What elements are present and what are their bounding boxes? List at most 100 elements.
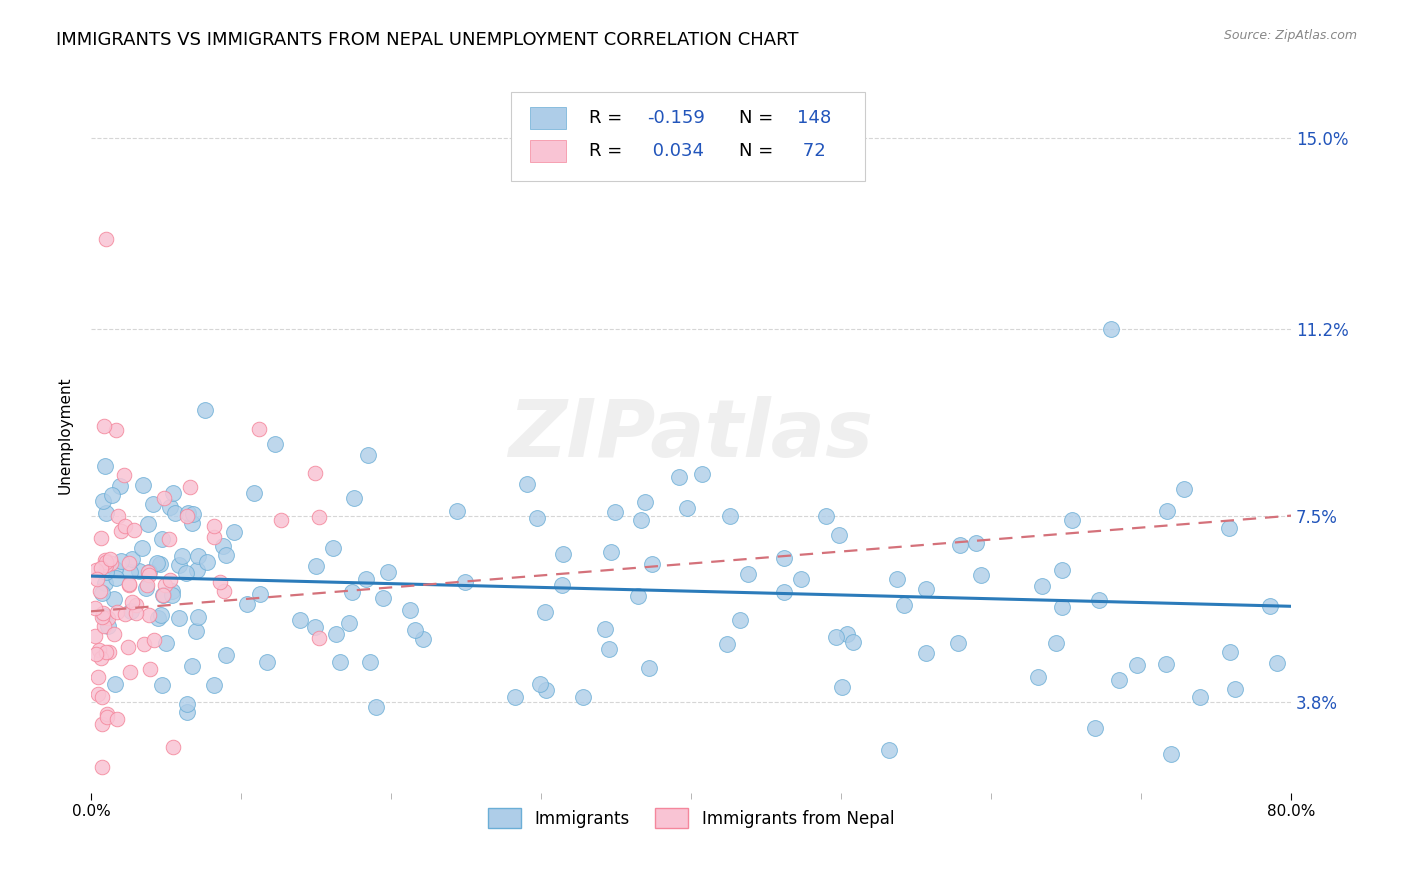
- Point: [1045, 636, 1067, 650]
- Point: [946, 636, 969, 650]
- Point: [627, 589, 650, 603]
- Point: [329, 655, 352, 669]
- Point: [91, 760, 114, 774]
- Point: [404, 623, 426, 637]
- Point: [150, 678, 173, 692]
- Point: [169, 558, 191, 573]
- Point: [118, 577, 141, 591]
- Point: [98, 552, 121, 566]
- Point: [716, 637, 738, 651]
- Point: [572, 690, 595, 704]
- Point: [162, 486, 184, 500]
- Point: [91, 494, 114, 508]
- Point: [304, 620, 326, 634]
- Point: [1126, 657, 1149, 672]
- Point: [146, 557, 169, 571]
- Point: [359, 655, 381, 669]
- Point: [325, 627, 347, 641]
- Point: [263, 437, 285, 451]
- Point: [357, 448, 380, 462]
- Point: [209, 575, 232, 590]
- Point: [142, 633, 165, 648]
- Point: [256, 655, 278, 669]
- Text: IMMIGRANTS VS IMMIGRANTS FROM NEPAL UNEMPLOYMENT CORRELATION CHART: IMMIGRANTS VS IMMIGRANTS FROM NEPAL UNEM…: [56, 31, 799, 49]
- Point: [132, 478, 155, 492]
- Point: [100, 556, 122, 570]
- Point: [107, 508, 129, 523]
- Point: [117, 640, 139, 654]
- Point: [211, 539, 233, 553]
- Point: [637, 661, 659, 675]
- Point: [110, 554, 132, 568]
- Point: [150, 532, 173, 546]
- Point: [886, 572, 908, 586]
- Point: [152, 588, 174, 602]
- Point: [89, 583, 111, 598]
- Point: [167, 611, 190, 625]
- Point: [598, 642, 620, 657]
- Point: [453, 574, 475, 589]
- Point: [593, 622, 616, 636]
- Point: [179, 480, 201, 494]
- Point: [84, 629, 107, 643]
- Point: [308, 631, 330, 645]
- Point: [343, 491, 366, 505]
- Point: [155, 636, 177, 650]
- Point: [120, 665, 142, 679]
- Point: [96, 555, 118, 569]
- Point: [235, 598, 257, 612]
- Point: [181, 516, 204, 530]
- Point: [186, 564, 208, 578]
- Point: [215, 648, 238, 662]
- Point: [181, 507, 204, 521]
- Point: [122, 523, 145, 537]
- Point: [526, 511, 548, 525]
- Point: [202, 678, 225, 692]
- Point: [914, 646, 936, 660]
- Point: [105, 606, 128, 620]
- Point: [91, 610, 114, 624]
- Point: [630, 513, 652, 527]
- Point: [120, 566, 142, 580]
- Point: [1050, 563, 1073, 577]
- Point: [789, 572, 811, 586]
- Point: [136, 565, 159, 579]
- Point: [136, 577, 159, 591]
- Point: [814, 509, 837, 524]
- Point: [668, 469, 690, 483]
- Point: [114, 519, 136, 533]
- Point: [1084, 721, 1107, 735]
- Point: [516, 477, 538, 491]
- Point: [194, 403, 217, 417]
- Point: [100, 488, 122, 502]
- Point: [120, 604, 142, 618]
- Point: [138, 608, 160, 623]
- Text: ZIPatlas: ZIPatlas: [509, 396, 873, 474]
- Point: [114, 607, 136, 621]
- Point: [121, 595, 143, 609]
- Point: [1219, 645, 1241, 659]
- Point: [135, 582, 157, 596]
- Point: [676, 501, 699, 516]
- Point: [879, 742, 901, 756]
- Point: [138, 565, 160, 579]
- Point: [187, 549, 209, 563]
- Point: [534, 605, 557, 619]
- Point: [737, 566, 759, 581]
- Text: Source: ZipAtlas.com: Source: ZipAtlas.com: [1223, 29, 1357, 42]
- Point: [172, 549, 194, 563]
- Y-axis label: Unemployment: Unemployment: [58, 376, 72, 494]
- Point: [825, 630, 848, 644]
- Point: [93, 418, 115, 433]
- Point: [634, 495, 657, 509]
- Point: [249, 587, 271, 601]
- Point: [94, 506, 117, 520]
- Point: [364, 700, 387, 714]
- Point: [1160, 747, 1182, 761]
- Point: [134, 637, 156, 651]
- Point: [1108, 673, 1130, 687]
- Point: [162, 584, 184, 599]
- Point: [118, 578, 141, 592]
- FancyBboxPatch shape: [510, 92, 865, 181]
- Point: [93, 458, 115, 473]
